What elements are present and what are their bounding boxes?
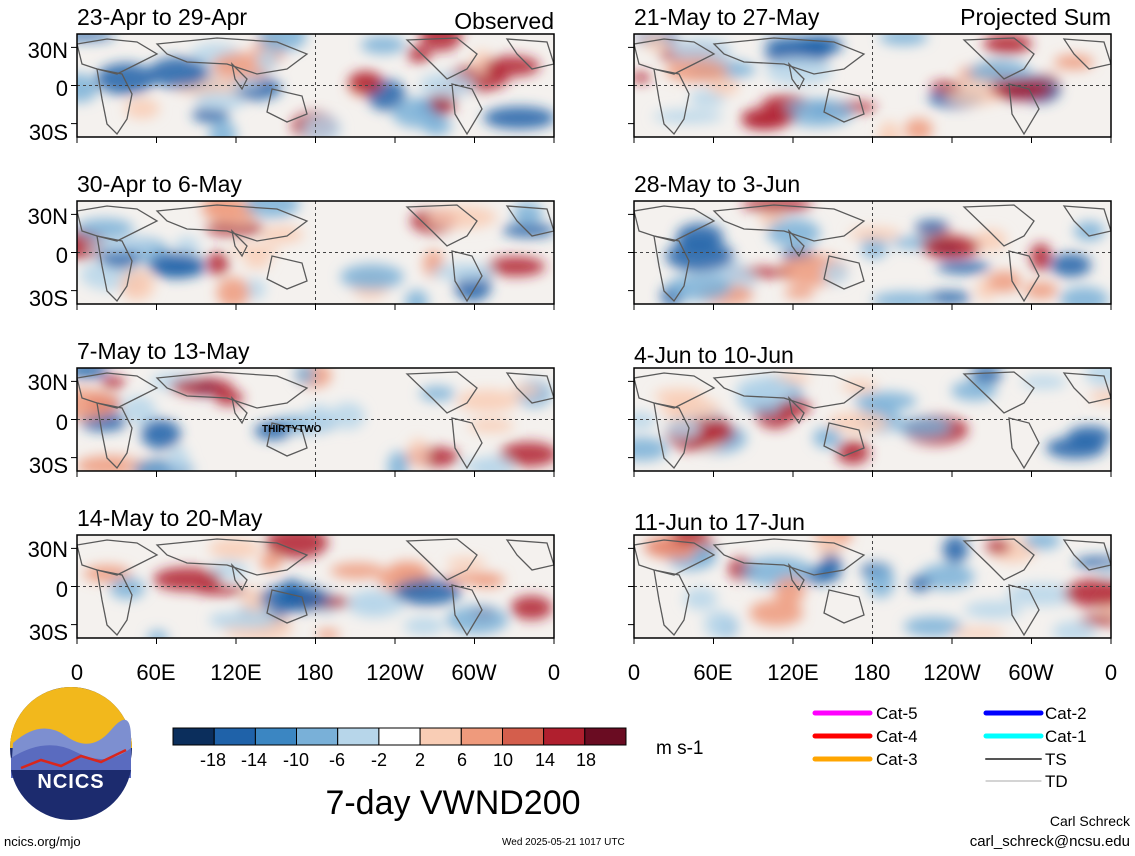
legend-label-cat3: Cat-3	[876, 750, 918, 769]
legend-label-ts: TS	[1045, 750, 1067, 769]
colorbar-tick-6: 2	[414, 750, 425, 770]
colorbar-tick-4: -6	[328, 750, 345, 770]
colorbar-tick-9: 14	[534, 750, 556, 770]
map-panel-right-1	[628, 33, 1112, 143]
lat-tick-30n-row3: 30N	[27, 370, 68, 395]
lon-tick-left-0-end: 0	[547, 660, 561, 685]
lon-tick-left-60e: 60E	[136, 660, 176, 685]
colorbar-swatch-4	[296, 727, 339, 746]
legend-label-td: TD	[1045, 772, 1068, 791]
colorbar-swatch-1	[172, 727, 215, 746]
colorbar-swatch-10	[543, 727, 586, 746]
map-panel-left-1	[71, 33, 555, 143]
colorbar-swatch-11	[584, 727, 627, 746]
lat-tick-30n-row4: 30N	[27, 537, 68, 562]
lat-tick-0-row1: 0	[55, 76, 68, 101]
colorbar-swatch-5	[337, 727, 380, 746]
lat-tick-0-row2: 0	[55, 243, 68, 268]
ncics-logo	[10, 687, 132, 820]
colorbar-tick-10: 18	[575, 750, 597, 770]
logo-text: NCICS	[37, 771, 105, 793]
lat-tick-30n-row1: 30N	[27, 38, 68, 63]
panel-title-left-4: 14-May to 20-May	[77, 505, 263, 531]
lat-tick-30s-row4: 30S	[28, 620, 68, 645]
lat-tick-30n-row2: 30N	[27, 204, 68, 229]
lat-tick-0-row3: 0	[55, 410, 68, 435]
map-panel-right-3	[628, 367, 1112, 477]
colorbar-tick-2: -14	[240, 750, 267, 770]
panel-title-left-1: 23-Apr to 29-Apr	[77, 4, 248, 30]
panel-title-right-4: 11-Jun to 17-Jun	[634, 509, 805, 535]
lon-tick-right-0-end: 0	[1104, 660, 1118, 685]
legend-label-cat4: Cat-4	[876, 727, 918, 746]
colorbar-tick-3: -10	[282, 750, 309, 770]
panel-title-right-3: 4-Jun to 10-Jun	[634, 342, 794, 368]
lon-tick-left-180: 180	[296, 660, 334, 685]
panel-title-right-2: 28-May to 3-Jun	[634, 171, 801, 197]
map-panel-right-4	[628, 534, 1112, 644]
panel-title-left-3: 7-May to 13-May	[77, 338, 250, 364]
panel-title-right-1: 21-May to 27-May	[634, 4, 820, 30]
lon-tick-right-0: 0	[627, 660, 641, 685]
footer-author: Carl Schreck	[1049, 813, 1130, 829]
colorbar-swatch-6	[378, 727, 421, 746]
lon-tick-left-60w: 60W	[451, 660, 497, 685]
colorbar-tick-8: 10	[492, 750, 514, 770]
footer-url[interactable]: ncics.org/mjo	[4, 834, 81, 849]
colorbar-swatch-8	[460, 727, 503, 746]
footer-timestamp: Wed 2025-05-21 1017 UTC	[502, 837, 625, 848]
panel-title-left-2: 30-Apr to 6-May	[77, 171, 242, 197]
main-title: 7-day VWND200	[325, 784, 581, 822]
colorbar	[172, 727, 627, 746]
map-panel-left-3	[71, 367, 555, 477]
units-label: m s-1	[656, 738, 704, 759]
lon-tick-right-60w: 60W	[1008, 660, 1054, 685]
colorbar-swatch-2	[213, 727, 256, 746]
colorbar-tick-1: -18	[199, 750, 226, 770]
map-panel-left-4	[71, 534, 555, 644]
lon-tick-right-120w: 120W	[923, 660, 981, 685]
colorbar-swatch-3	[254, 727, 298, 746]
colorbar-swatch-7	[419, 727, 462, 746]
observed-label: Observed	[454, 8, 554, 34]
lat-tick-30s-row3: 30S	[28, 453, 68, 478]
colorbar-tick-7: 6	[456, 750, 467, 770]
map-panel-left-2	[71, 200, 555, 310]
storm-legend	[812, 710, 1044, 782]
lat-tick-0-row4: 0	[55, 577, 68, 602]
footer-email[interactable]: carl_schreck@ncsu.edu	[969, 833, 1130, 850]
legend-label-cat2: Cat-2	[1045, 704, 1087, 723]
map-panel-right-2	[628, 200, 1112, 310]
storm-annotation: THIRTYTWO	[262, 424, 322, 435]
lat-tick-30s-row2: 30S	[28, 286, 68, 311]
lon-tick-right-120e: 120E	[767, 660, 819, 685]
colorbar-swatch-9	[502, 727, 545, 746]
legend-label-cat1: Cat-1	[1045, 727, 1087, 746]
lon-tick-right-180: 180	[853, 660, 891, 685]
legend-label-cat5: Cat-5	[876, 704, 918, 723]
lon-tick-left-120w: 120W	[366, 660, 424, 685]
colorbar-tick-5: -2	[370, 750, 387, 770]
lon-tick-right-60e: 60E	[693, 660, 733, 685]
lon-tick-left-0: 0	[70, 660, 84, 685]
lon-tick-left-120e: 120E	[210, 660, 262, 685]
lat-tick-30s-row1: 30S	[28, 120, 68, 145]
projected-sum-label: Projected Sum	[960, 4, 1111, 30]
